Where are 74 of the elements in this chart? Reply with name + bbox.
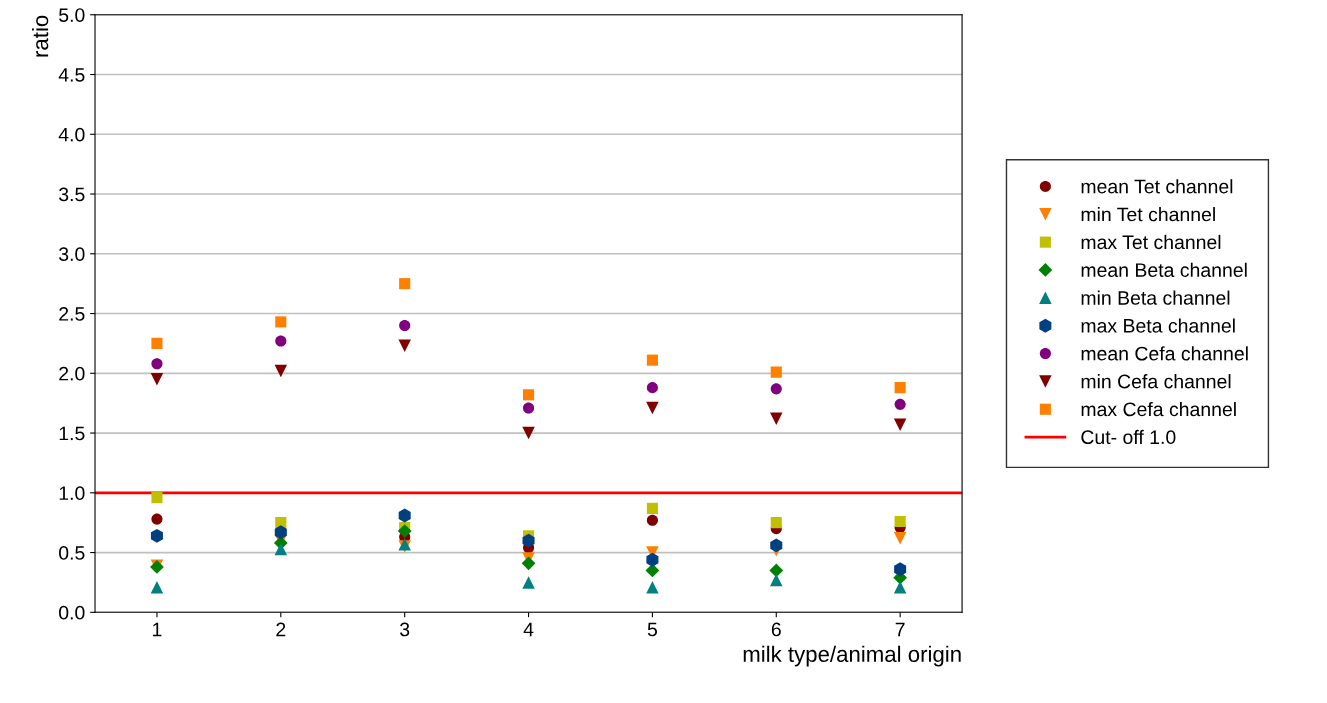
legend-label: min Tet channel (1081, 207, 1215, 222)
point (893, 531, 907, 545)
y-tick-label: 5.0 (59, 8, 85, 22)
point (522, 576, 535, 589)
x-tick-label: 5 (647, 622, 657, 637)
point (894, 382, 906, 394)
legend-label: mean Cefa channel (1081, 346, 1248, 361)
legend-label: Cut- off 1.0 (1081, 429, 1176, 445)
point (150, 528, 163, 543)
point (151, 492, 163, 504)
point (893, 418, 907, 431)
x-tick-label: 6 (771, 622, 781, 637)
point (151, 513, 163, 525)
y-tick-label: 2.0 (59, 366, 85, 381)
y-tick-label: 3.5 (59, 187, 85, 202)
legend-label: mean Tet channel (1081, 179, 1233, 194)
point (150, 580, 164, 594)
point (399, 278, 411, 290)
x-tick-label: 4 (523, 622, 534, 637)
point (274, 364, 288, 378)
point (522, 426, 535, 440)
point (275, 316, 287, 328)
legend-label: min Cefa channel (1081, 374, 1231, 389)
point (646, 514, 658, 526)
point (893, 580, 907, 594)
point (522, 402, 535, 414)
y-tick-label: 0.5 (59, 546, 85, 560)
point (646, 580, 659, 594)
point (769, 563, 784, 578)
point (150, 373, 164, 386)
point (646, 502, 658, 514)
point (521, 556, 536, 571)
y-axis-title: ratio (31, 15, 49, 57)
y-tick-label: 0.0 (59, 605, 85, 620)
point (646, 401, 659, 415)
point (398, 508, 411, 523)
y-tick-label: 4.0 (58, 127, 85, 142)
point (894, 515, 906, 528)
y-tick-label: 2.5 (59, 307, 85, 321)
legend-label: max Tet channel (1081, 234, 1221, 250)
point (522, 533, 535, 548)
point (770, 538, 783, 553)
legend-label: mean Beta channel (1081, 262, 1247, 277)
point (151, 358, 163, 370)
point (522, 389, 535, 401)
x-axis-title: milk type/animal origin (743, 645, 961, 667)
point (646, 354, 658, 366)
point (770, 412, 783, 425)
legend-label: min Beta channel (1081, 290, 1230, 305)
legend-label: max Beta channel (1081, 318, 1235, 333)
point (399, 319, 411, 332)
point (770, 517, 782, 529)
x-tick-label: 7 (895, 622, 905, 637)
point (275, 335, 287, 347)
point (770, 383, 782, 395)
point (894, 398, 906, 410)
x-tick-label: 2 (276, 622, 286, 637)
point (397, 524, 412, 538)
point (646, 552, 659, 567)
y-tick-label: 4.5 (58, 68, 85, 82)
x-tick-label: 3 (400, 622, 410, 637)
point (894, 562, 907, 577)
point (770, 366, 782, 378)
y-tick-label: 3.0 (59, 247, 85, 262)
point (274, 525, 287, 540)
point (274, 542, 288, 556)
point (646, 382, 658, 394)
y-tick-label: 1.5 (59, 426, 85, 441)
legend-label: max Cefa channel (1081, 401, 1236, 417)
x-tick-label: 1 (153, 622, 162, 637)
point (151, 337, 163, 349)
y-tick-label: 1.0 (59, 486, 85, 501)
point (770, 573, 783, 587)
point (398, 339, 411, 353)
